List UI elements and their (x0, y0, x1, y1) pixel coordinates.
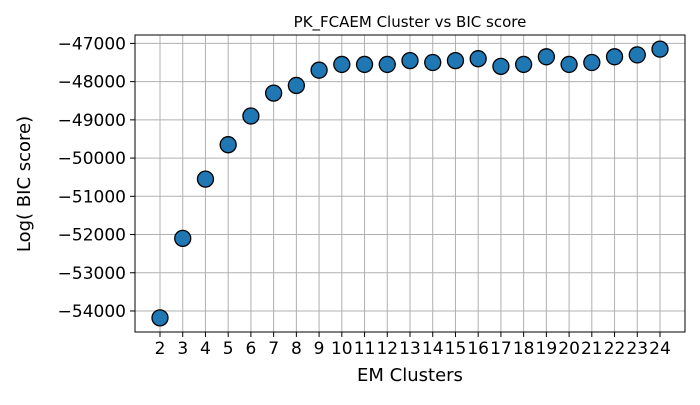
x-axis-label: EM Clusters (357, 365, 463, 386)
data-point (196, 170, 215, 188)
x-tick-label: 21 (581, 339, 603, 359)
y-tick-label: −49000 (58, 111, 126, 131)
data-point (605, 48, 624, 66)
data-point (264, 84, 283, 102)
x-tick-label: 7 (268, 339, 279, 359)
grid-layer (135, 35, 685, 332)
y-tick-label: −54000 (58, 302, 126, 322)
data-point (378, 55, 396, 74)
data-point (560, 55, 578, 74)
y-tick-label: −50000 (58, 149, 126, 169)
y-axis-label: Log( BIC score) (14, 116, 35, 252)
x-tick-label: 5 (223, 339, 234, 359)
x-tick-label: 8 (291, 339, 302, 359)
points-layer (151, 40, 669, 327)
ticks-layer: 2 3 4 5 6 7 8 9 10 11 12 13 14 15 16 17 18 19 20 21 22 23 24−5… (58, 34, 671, 359)
x-tick-label: 23 (626, 339, 648, 359)
x-tick-label: 9 (314, 339, 325, 359)
data-point (174, 229, 192, 248)
data-point (651, 40, 669, 58)
data-point (151, 309, 169, 327)
data-point (333, 55, 351, 74)
x-tick-label: 17 (490, 339, 512, 359)
x-tick-label: 2 (155, 339, 166, 359)
x-tick-label: 15 (445, 339, 467, 359)
data-point (242, 107, 260, 125)
data-point (401, 51, 419, 70)
x-tick-label: 22 (604, 339, 626, 359)
x-tick-label: 20 (558, 339, 580, 359)
x-tick-label: 4 (200, 339, 211, 359)
x-tick-label: 18 (513, 339, 535, 359)
x-tick-label: 19 (536, 339, 558, 359)
y-tick-label: −53000 (58, 264, 126, 284)
data-point (583, 53, 601, 72)
y-tick-label: −51000 (58, 187, 126, 207)
data-point (469, 50, 487, 68)
chart-title: PK_FCAEM Cluster vs BIC score (294, 13, 527, 32)
y-tick-label: −48000 (58, 73, 126, 93)
data-point (355, 55, 374, 74)
data-point (514, 55, 533, 74)
x-tick-label: 14 (422, 339, 444, 359)
data-point (424, 53, 442, 72)
y-tick-label: −47000 (58, 34, 126, 54)
data-point (310, 61, 328, 79)
x-tick-label: 6 (245, 339, 256, 359)
data-point (492, 57, 510, 75)
data-point (628, 46, 646, 64)
y-tick-label: −52000 (58, 226, 126, 246)
x-tick-label: 3 (177, 339, 188, 359)
data-point (219, 136, 237, 154)
x-tick-label: 12 (376, 339, 398, 359)
x-tick-label: 11 (354, 339, 376, 359)
data-point (287, 76, 306, 95)
x-tick-label: 24 (649, 339, 671, 359)
data-point (446, 51, 465, 70)
data-point (537, 48, 556, 66)
x-tick-label: 16 (467, 339, 489, 359)
x-tick-label: 10 (331, 339, 353, 359)
x-tick-label: 13 (399, 339, 421, 359)
